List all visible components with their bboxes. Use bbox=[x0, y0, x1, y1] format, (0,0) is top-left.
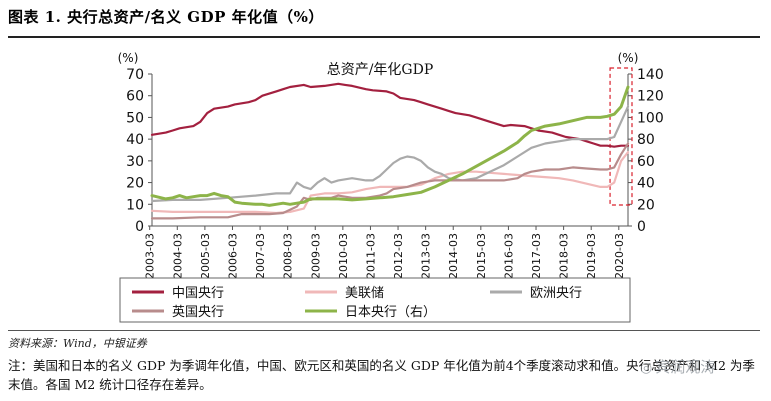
note-text: 注：美国和日本的名义 GDP 为季调年化值，中国、欧元区和英国的名义 GDP 年… bbox=[8, 358, 755, 392]
x-tick-label: 2008-03 bbox=[282, 233, 295, 279]
watermark: ◎ 宾润观涛 bbox=[640, 356, 715, 377]
x-tick-label: 2015-03 bbox=[475, 233, 488, 279]
x-axis: 2003-03 2004-03 2005-03 2006-03 2007-03 2008-… bbox=[144, 225, 628, 279]
left-axis-unit: (%) bbox=[118, 51, 139, 65]
x-tick-label: 2009-03 bbox=[309, 233, 322, 279]
left-tick-label: 60 bbox=[126, 89, 144, 105]
wechat-icon: ◎ bbox=[640, 360, 653, 376]
x-tick-label: 2004-03 bbox=[171, 233, 184, 279]
left-tick-label: 0 bbox=[135, 219, 144, 235]
source-text: 资料来源：Wind，中银证券 bbox=[8, 337, 147, 350]
left-tick-label: 10 bbox=[126, 197, 144, 213]
series-line-2 bbox=[150, 151, 630, 215]
chart-title: 总资产/年化GDP bbox=[327, 62, 434, 78]
chart: 0 10 20 30 40 50 60 70 0 20 40 60 80 100 120 140 2003-… bbox=[118, 51, 664, 323]
legend-label-2: 美联储 bbox=[345, 286, 384, 301]
legend-label-3: 欧洲央行 bbox=[530, 286, 582, 301]
x-tick-label: 2019-03 bbox=[585, 233, 598, 279]
right-tick-label: 0 bbox=[637, 219, 646, 235]
x-tick-label: 2006-03 bbox=[226, 233, 239, 279]
left-axis: 0 10 20 30 40 50 60 70 bbox=[126, 67, 153, 235]
highlight-box bbox=[609, 67, 633, 206]
series-line-4 bbox=[150, 142, 630, 220]
right-tick-label: 20 bbox=[637, 197, 655, 213]
series-line-1 bbox=[150, 82, 630, 148]
right-axis: 0 20 40 60 80 100 120 140 bbox=[627, 67, 664, 235]
x-tick-label: 2010-03 bbox=[337, 233, 350, 279]
x-tick-label: 2014-03 bbox=[447, 233, 460, 279]
right-tick-label: 100 bbox=[637, 110, 664, 126]
x-tick-label: 2018-03 bbox=[558, 233, 571, 279]
x-tick-label: 2003-03 bbox=[144, 233, 157, 279]
left-tick-label: 70 bbox=[126, 67, 144, 83]
left-tick-label: 20 bbox=[126, 176, 144, 192]
x-tick-label: 2020-03 bbox=[613, 233, 626, 279]
x-tick-label: 2012-03 bbox=[392, 233, 405, 279]
legend-label-1: 中国央行 bbox=[172, 286, 224, 301]
legend-box bbox=[119, 277, 631, 323]
top-rule bbox=[8, 36, 760, 38]
footer-rule bbox=[8, 330, 760, 331]
right-tick-label: 60 bbox=[637, 154, 655, 170]
x-tick-label: 2017-03 bbox=[530, 233, 543, 279]
watermark-text: 宾润观涛 bbox=[655, 358, 716, 376]
right-tick-label: 140 bbox=[637, 67, 664, 83]
right-axis-unit: (%) bbox=[618, 51, 639, 65]
right-tick-label: 80 bbox=[637, 132, 655, 148]
legend-label-5: 日本央行（右） bbox=[345, 305, 436, 320]
right-tick-label: 40 bbox=[637, 176, 655, 192]
plot-area bbox=[150, 67, 633, 220]
x-tick-label: 2007-03 bbox=[254, 233, 267, 279]
series-line-5 bbox=[150, 85, 630, 207]
right-tick-label: 120 bbox=[637, 89, 664, 105]
page-title: 图表 1. 央行总资产/名义 GDP 年化值（%） bbox=[8, 8, 324, 26]
x-tick-label: 2016-03 bbox=[502, 233, 515, 279]
left-tick-label: 40 bbox=[126, 132, 144, 148]
x-tick-label: 2005-03 bbox=[199, 233, 212, 279]
series-line-3 bbox=[150, 105, 630, 203]
legend-label-4: 英国央行 bbox=[172, 305, 224, 320]
x-tick-label: 2011-03 bbox=[364, 233, 377, 279]
left-tick-label: 50 bbox=[126, 110, 144, 126]
left-tick-label: 30 bbox=[126, 154, 144, 170]
x-tick-label: 2013-03 bbox=[420, 233, 433, 279]
